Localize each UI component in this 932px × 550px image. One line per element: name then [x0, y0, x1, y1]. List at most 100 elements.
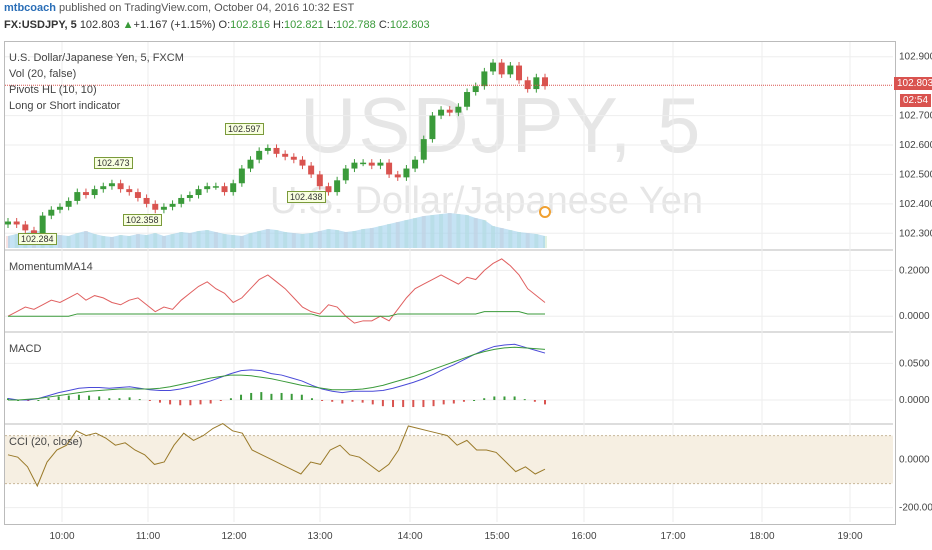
candle-body [238, 168, 245, 184]
macd-histogram-bar [513, 396, 516, 400]
price-tag: 102.803 [894, 77, 932, 90]
macd-histogram-bar [300, 394, 303, 400]
candle-body [420, 139, 427, 160]
candle-body [13, 221, 20, 225]
candle-body [30, 230, 37, 234]
candle-body [299, 159, 306, 166]
watermark-symbol: USDJPY, 5 [300, 81, 703, 169]
high-label: H: [273, 19, 284, 31]
low-value: 102.788 [336, 19, 376, 31]
indicator-pivots[interactable]: Pivots HL (10, 10) [9, 84, 97, 96]
candle-body [169, 203, 176, 207]
price-tick-label: 102.400 [899, 199, 932, 210]
macd-histogram-bar [280, 392, 283, 400]
macd-histogram-bar [240, 394, 243, 400]
time-tick-label: 12:00 [221, 531, 246, 542]
macd-histogram-bar [270, 393, 273, 400]
time-tick-label: 14:00 [397, 531, 422, 542]
macd-histogram-bar [179, 400, 182, 406]
candle-body [117, 183, 124, 190]
ohlc-line: FX:USDJPY, 5 102.803 ▲+1.167 (+1.15%) O:… [4, 19, 430, 31]
candle-body [74, 192, 81, 201]
price-tick-label: 102.600 [899, 140, 932, 151]
candle-body [446, 109, 453, 113]
time-tick-label: 15:00 [484, 531, 509, 542]
macd-histogram-bar [260, 392, 263, 400]
macd-histogram-bar [412, 400, 415, 408]
macd-histogram-bar [361, 400, 364, 403]
candle-body [264, 147, 271, 151]
candle-body [308, 165, 315, 175]
candle-body [108, 183, 115, 187]
candle-body [325, 186, 332, 193]
candle-body [377, 162, 384, 166]
indicator-volume[interactable]: Vol (20, false) [9, 68, 77, 80]
macd-histogram-bar [67, 395, 70, 400]
publish-info: published on TradingView.com, October 04… [55, 2, 355, 14]
macd-histogram-bar [88, 395, 91, 400]
time-tick-label: 18:00 [749, 531, 774, 542]
candle-body [438, 109, 445, 116]
macd-histogram-bar [108, 398, 111, 400]
candle-body [230, 183, 237, 193]
macd-histogram-bar [158, 400, 161, 403]
macd-histogram-bar [493, 396, 496, 400]
macd-histogram-bar [98, 396, 101, 400]
cci-pane-title[interactable]: CCI (20, close) [9, 436, 83, 448]
main-pane-title[interactable]: U.S. Dollar/Japanese Yen, 5, FXCM [9, 52, 184, 64]
candle-body [429, 115, 436, 140]
indicator-long-short[interactable]: Long or Short indicator [9, 100, 121, 112]
pivot-high-label: 102.597 [225, 123, 264, 135]
momentum-tick-label: 0.2000 [899, 265, 930, 276]
candle-body [152, 203, 159, 210]
candle-body [204, 186, 211, 190]
macd-tick-label: 0.0000 [899, 395, 930, 406]
candle-body [22, 224, 29, 231]
candle-body [516, 65, 523, 81]
candle-body [498, 62, 505, 75]
candle-body [464, 92, 471, 107]
candle-body [100, 186, 107, 190]
high-value: 102.821 [284, 19, 324, 31]
macd-histogram-bar [118, 398, 121, 400]
candle-body [351, 162, 358, 169]
candle-body [126, 189, 133, 193]
candle-body [524, 80, 531, 90]
macd-histogram-bar [169, 400, 172, 405]
macd-line [7, 343, 546, 401]
candle-body [507, 65, 514, 75]
momentum-pane-title[interactable]: MomentumMA14 [9, 261, 93, 273]
macd-histogram-bar [321, 400, 324, 401]
macd-histogram-bar [290, 393, 293, 400]
candle-body [360, 162, 367, 165]
candle-body [143, 197, 150, 204]
candle-body [178, 197, 185, 204]
candle-body [256, 150, 263, 160]
macd-histogram-bar [351, 400, 354, 402]
candle-body [533, 77, 540, 90]
pivot-low-label: 102.284 [18, 233, 57, 245]
macd-histogram-bar [138, 399, 141, 401]
price-tick-label: 102.700 [899, 111, 932, 122]
price-tick-label: 102.500 [899, 169, 932, 180]
time-tick-label: 10:00 [49, 531, 74, 542]
macd-histogram-bar [209, 400, 212, 404]
low-label: L: [326, 19, 337, 31]
macd-histogram-bar [229, 398, 232, 400]
macd-histogram-bar [442, 400, 445, 405]
volume-area [8, 213, 545, 248]
symbol-label: FX:USDJPY, 5 [4, 19, 77, 31]
candle-body [91, 189, 98, 196]
candle-body [412, 159, 419, 169]
time-tick-label: 19:00 [837, 531, 862, 542]
candle-body [542, 77, 548, 87]
macd-histogram-bar [47, 398, 50, 400]
author-name[interactable]: mtbcoach [4, 2, 56, 14]
last-price: 102.803 [79, 19, 120, 31]
time-tick-label: 17:00 [660, 531, 685, 542]
macd-tick-label: 0.0500 [899, 358, 930, 369]
price-tick-label: 102.900 [899, 52, 932, 63]
macd-pane-title[interactable]: MACD [9, 343, 42, 355]
candle-body [368, 162, 375, 166]
